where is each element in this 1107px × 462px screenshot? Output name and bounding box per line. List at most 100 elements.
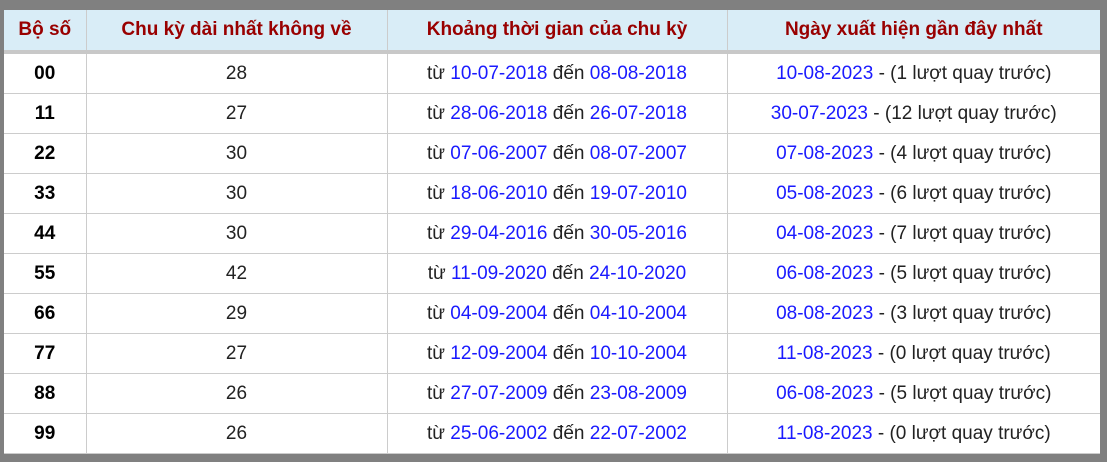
number-pair: 66 (4, 293, 87, 334)
to-label: đến (552, 62, 585, 84)
header-cycle-period: Khoảng thời gian của chu kỳ (387, 10, 728, 54)
cycle-period: từ 04-09-2004 đến 04-10-2004 (387, 293, 728, 334)
cycle-length: 42 (86, 253, 388, 294)
from-label: từ (427, 302, 446, 324)
cycle-length: 28 (86, 52, 388, 94)
to-label: đến (552, 342, 585, 364)
start-date-link[interactable]: 07-06-2007 (450, 142, 548, 164)
start-date-link[interactable]: 29-04-2016 (450, 222, 548, 244)
to-label: đến (552, 102, 585, 124)
table-row: 33 30 từ 18-06-2010 đến 19-07-2010 05-08-20… (4, 173, 1100, 214)
last-date-link[interactable]: 06-08-2023 (776, 262, 874, 284)
to-label: đến (552, 422, 585, 444)
draws-ago: (3 lượt quay trước) (890, 302, 1052, 324)
cycle-length: 30 (86, 213, 388, 254)
from-label: từ (427, 62, 446, 84)
separator: - (877, 422, 885, 444)
separator: - (878, 262, 885, 284)
cycle-period: từ 18-06-2010 đến 19-07-2010 (387, 173, 728, 214)
header-bo-so: Bộ số (4, 10, 87, 54)
table-row: 66 29 từ 04-09-2004 đến 04-10-2004 08-08-20… (4, 293, 1100, 334)
last-appearance: 07-08-2023 - (4 lượt quay trước) (727, 133, 1100, 174)
number-pair: 55 (4, 253, 87, 294)
end-date-link[interactable]: 24-10-2020 (589, 262, 687, 284)
draws-ago: (0 lượt quay trước) (889, 422, 1051, 444)
to-label: đến (552, 142, 585, 164)
cycle-period: từ 12-09-2004 đến 10-10-2004 (387, 333, 728, 374)
separator: - (877, 342, 885, 364)
cycle-length: 27 (86, 333, 388, 374)
last-date-link[interactable]: 06-08-2023 (776, 382, 874, 404)
table-row: 44 30 từ 29-04-2016 đến 30-05-2016 04-08-20… (4, 213, 1100, 254)
last-appearance: 30-07-2023 - (12 lượt quay trước) (727, 93, 1100, 134)
last-appearance: 05-08-2023 - (6 lượt quay trước) (727, 173, 1100, 214)
cycle-length: 30 (86, 133, 388, 174)
start-date-link[interactable]: 25-06-2002 (450, 422, 548, 444)
last-date-link[interactable]: 05-08-2023 (776, 182, 874, 204)
start-date-link[interactable]: 18-06-2010 (450, 182, 548, 204)
draws-ago: (0 lượt quay trước) (889, 342, 1051, 364)
start-date-link[interactable]: 27-07-2009 (450, 382, 548, 404)
table-row: 99 26 từ 25-06-2002 đến 22-07-2002 11-08-20… (4, 413, 1100, 454)
end-date-link[interactable]: 04-10-2004 (589, 302, 687, 324)
start-date-link[interactable]: 28-06-2018 (450, 102, 548, 124)
table-row: 77 27 từ 12-09-2004 đến 10-10-2004 11-08-20… (4, 333, 1100, 374)
number-pair: 77 (4, 333, 87, 374)
cycle-length: 27 (86, 93, 388, 134)
end-date-link[interactable]: 19-07-2010 (589, 182, 687, 204)
header-longest-cycle: Chu kỳ dài nhất không về (86, 10, 388, 54)
last-appearance: 04-08-2023 - (7 lượt quay trước) (727, 213, 1100, 254)
start-date-link[interactable]: 10-07-2018 (450, 62, 548, 84)
start-date-link[interactable]: 04-09-2004 (450, 302, 548, 324)
last-date-link[interactable]: 07-08-2023 (776, 142, 874, 164)
end-date-link[interactable]: 08-08-2018 (589, 62, 687, 84)
number-pair: 22 (4, 133, 87, 174)
table-row: 22 30 từ 07-06-2007 đến 08-07-2007 07-08-20… (4, 133, 1100, 174)
from-label: từ (427, 422, 446, 444)
end-date-link[interactable]: 23-08-2009 (589, 382, 687, 404)
cycle-length: 26 (86, 373, 388, 414)
table-header-row: Bộ số Chu kỳ dài nhất không về Khoảng th… (4, 10, 1100, 54)
number-pair: 11 (4, 93, 87, 134)
end-date-link[interactable]: 22-07-2002 (589, 422, 687, 444)
start-date-link[interactable]: 11-09-2020 (451, 262, 547, 284)
end-date-link[interactable]: 30-05-2016 (589, 222, 687, 244)
cycle-table-container: Bộ số Chu kỳ dài nhất không về Khoảng th… (4, 10, 1100, 454)
from-label: từ (427, 262, 446, 284)
separator: - (878, 142, 885, 164)
last-appearance: 10-08-2023 - (1 lượt quay trước) (727, 52, 1100, 94)
cycle-length: 30 (86, 173, 388, 214)
last-appearance: 08-08-2023 - (3 lượt quay trước) (727, 293, 1100, 334)
table-row: 00 28 từ 10-07-2018 đến 08-08-2018 10-08-20… (4, 52, 1100, 94)
start-date-link[interactable]: 12-09-2004 (450, 342, 548, 364)
number-pair: 33 (4, 173, 87, 214)
table-row: 11 27 từ 28-06-2018 đến 26-07-2018 30-07-20… (4, 93, 1100, 134)
to-label: đến (552, 222, 585, 244)
cycle-period: từ 28-06-2018 đến 26-07-2018 (387, 93, 728, 134)
last-appearance: 11-08-2023 - (0 lượt quay trước) (727, 413, 1100, 454)
last-date-link[interactable]: 11-08-2023 (776, 422, 873, 444)
to-label: đến (552, 182, 585, 204)
number-pair: 99 (4, 413, 87, 454)
from-label: từ (427, 142, 446, 164)
last-appearance: 06-08-2023 - (5 lượt quay trước) (727, 373, 1100, 414)
separator: - (873, 102, 880, 124)
last-date-link[interactable]: 04-08-2023 (776, 222, 874, 244)
end-date-link[interactable]: 26-07-2018 (589, 102, 687, 124)
separator: - (878, 302, 885, 324)
last-date-link[interactable]: 30-07-2023 (770, 102, 868, 124)
table-row: 88 26 từ 27-07-2009 đến 23-08-2009 06-08-20… (4, 373, 1100, 414)
number-pair: 88 (4, 373, 87, 414)
end-date-link[interactable]: 08-07-2007 (589, 142, 687, 164)
end-date-link[interactable]: 10-10-2004 (589, 342, 687, 364)
cycle-period: từ 10-07-2018 đến 08-08-2018 (387, 52, 728, 94)
draws-ago: (1 lượt quay trước) (890, 62, 1052, 84)
cycle-period: từ 29-04-2016 đến 30-05-2016 (387, 213, 728, 254)
last-date-link[interactable]: 08-08-2023 (776, 302, 874, 324)
draws-ago: (5 lượt quay trước) (890, 382, 1052, 404)
last-date-link[interactable]: 10-08-2023 (776, 62, 874, 84)
last-date-link[interactable]: 11-08-2023 (776, 342, 873, 364)
cycle-period: từ 11-09-2020 đến 24-10-2020 (387, 253, 728, 294)
last-appearance: 06-08-2023 - (5 lượt quay trước) (727, 253, 1100, 294)
to-label: đến (552, 302, 585, 324)
